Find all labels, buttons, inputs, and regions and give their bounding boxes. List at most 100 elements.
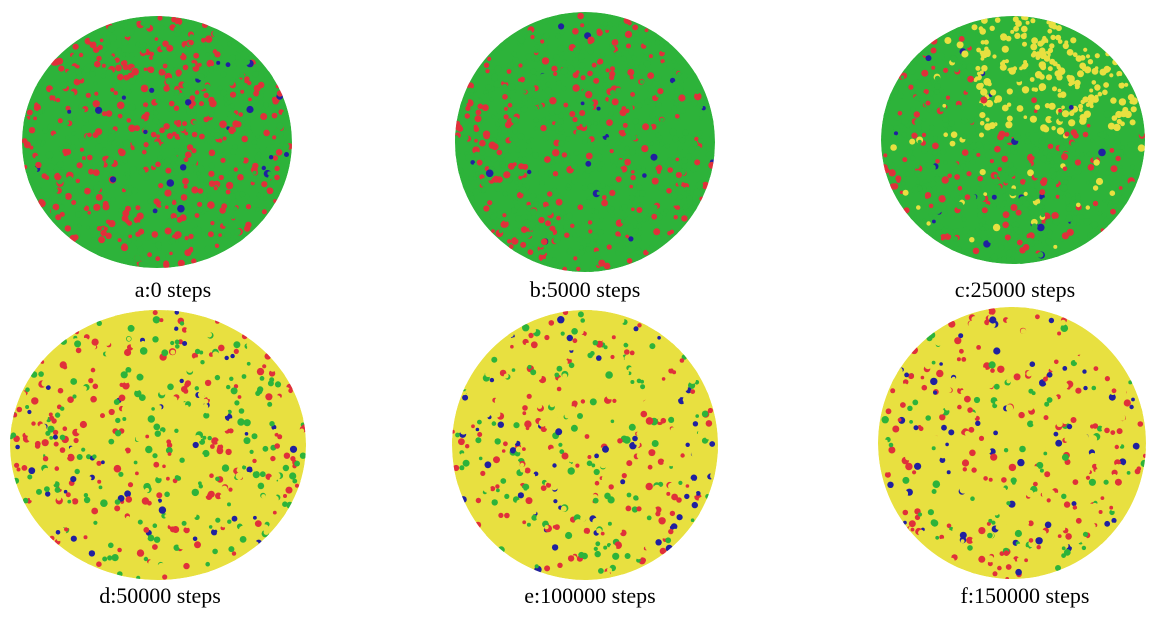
atom xyxy=(619,138,624,143)
atom xyxy=(985,99,994,108)
atom xyxy=(189,246,194,251)
atom xyxy=(522,447,526,451)
atom xyxy=(143,67,148,72)
atom xyxy=(259,500,267,508)
atom xyxy=(976,83,984,90)
atom xyxy=(99,507,104,512)
atom xyxy=(106,157,114,166)
atom xyxy=(195,226,202,234)
atom xyxy=(647,72,655,79)
atom xyxy=(241,135,248,143)
atom xyxy=(633,495,639,501)
atom xyxy=(614,167,621,174)
atom xyxy=(649,141,654,146)
atom xyxy=(649,343,656,350)
atom xyxy=(60,462,67,470)
atom xyxy=(549,336,557,344)
atom xyxy=(532,376,538,382)
atom xyxy=(1004,167,1012,175)
atom xyxy=(925,161,933,169)
atom xyxy=(136,74,143,82)
atom xyxy=(452,438,455,444)
atom xyxy=(626,245,635,254)
atom xyxy=(676,178,681,182)
atom xyxy=(1006,102,1012,107)
atom xyxy=(617,31,625,40)
atom xyxy=(108,220,116,228)
atom xyxy=(895,175,902,182)
atom xyxy=(587,70,593,77)
atom xyxy=(491,114,496,119)
atom xyxy=(126,220,133,226)
atom xyxy=(558,23,565,30)
atom xyxy=(921,69,929,77)
atom xyxy=(636,217,643,223)
atom xyxy=(1076,202,1081,208)
atom xyxy=(617,159,625,167)
atom xyxy=(993,174,998,178)
atom xyxy=(598,399,605,406)
atom xyxy=(267,401,273,407)
atom xyxy=(496,109,502,115)
atom xyxy=(640,375,646,380)
atom xyxy=(209,99,217,108)
atom xyxy=(929,96,934,101)
atom xyxy=(682,204,688,211)
atom xyxy=(1060,470,1066,476)
atom xyxy=(506,410,514,418)
atom xyxy=(583,544,591,551)
atom xyxy=(181,327,188,333)
atom xyxy=(192,441,199,449)
atom xyxy=(515,446,522,453)
atom xyxy=(702,140,707,145)
atom xyxy=(44,486,50,492)
atom xyxy=(1019,66,1023,71)
atom xyxy=(621,55,627,62)
atom xyxy=(704,400,711,407)
atom xyxy=(490,486,496,492)
atom xyxy=(70,535,77,542)
atom xyxy=(191,352,198,359)
atom xyxy=(154,430,161,437)
atom xyxy=(968,426,975,433)
atom xyxy=(690,518,695,522)
atom xyxy=(934,75,941,82)
atom xyxy=(577,220,582,226)
atom xyxy=(145,445,153,454)
atom xyxy=(240,545,245,550)
atom xyxy=(566,334,573,342)
atom xyxy=(640,384,646,390)
atom xyxy=(254,207,260,213)
atom xyxy=(999,33,1008,41)
atom xyxy=(175,198,181,204)
atom xyxy=(70,528,75,533)
atom xyxy=(1037,251,1044,258)
atom xyxy=(1118,186,1123,190)
atom xyxy=(1042,197,1047,203)
atom xyxy=(158,453,164,459)
atom xyxy=(120,33,125,39)
atom xyxy=(145,434,150,439)
atom xyxy=(919,489,926,496)
atom xyxy=(236,334,242,340)
atom xyxy=(114,410,122,418)
atom xyxy=(94,60,101,68)
atom xyxy=(149,87,155,93)
atom xyxy=(184,131,189,136)
atom xyxy=(538,216,545,224)
atom xyxy=(1066,206,1073,213)
atom xyxy=(89,41,97,49)
atom xyxy=(184,405,189,409)
atom xyxy=(515,215,523,223)
atom xyxy=(1085,54,1091,59)
atom xyxy=(275,84,280,89)
atom xyxy=(67,396,74,404)
atom xyxy=(977,71,981,76)
atom xyxy=(1069,110,1075,117)
atom xyxy=(988,383,994,389)
atom xyxy=(110,87,115,92)
atom xyxy=(629,148,636,156)
atom xyxy=(946,73,951,78)
atom xyxy=(959,531,967,539)
atom xyxy=(644,469,653,477)
